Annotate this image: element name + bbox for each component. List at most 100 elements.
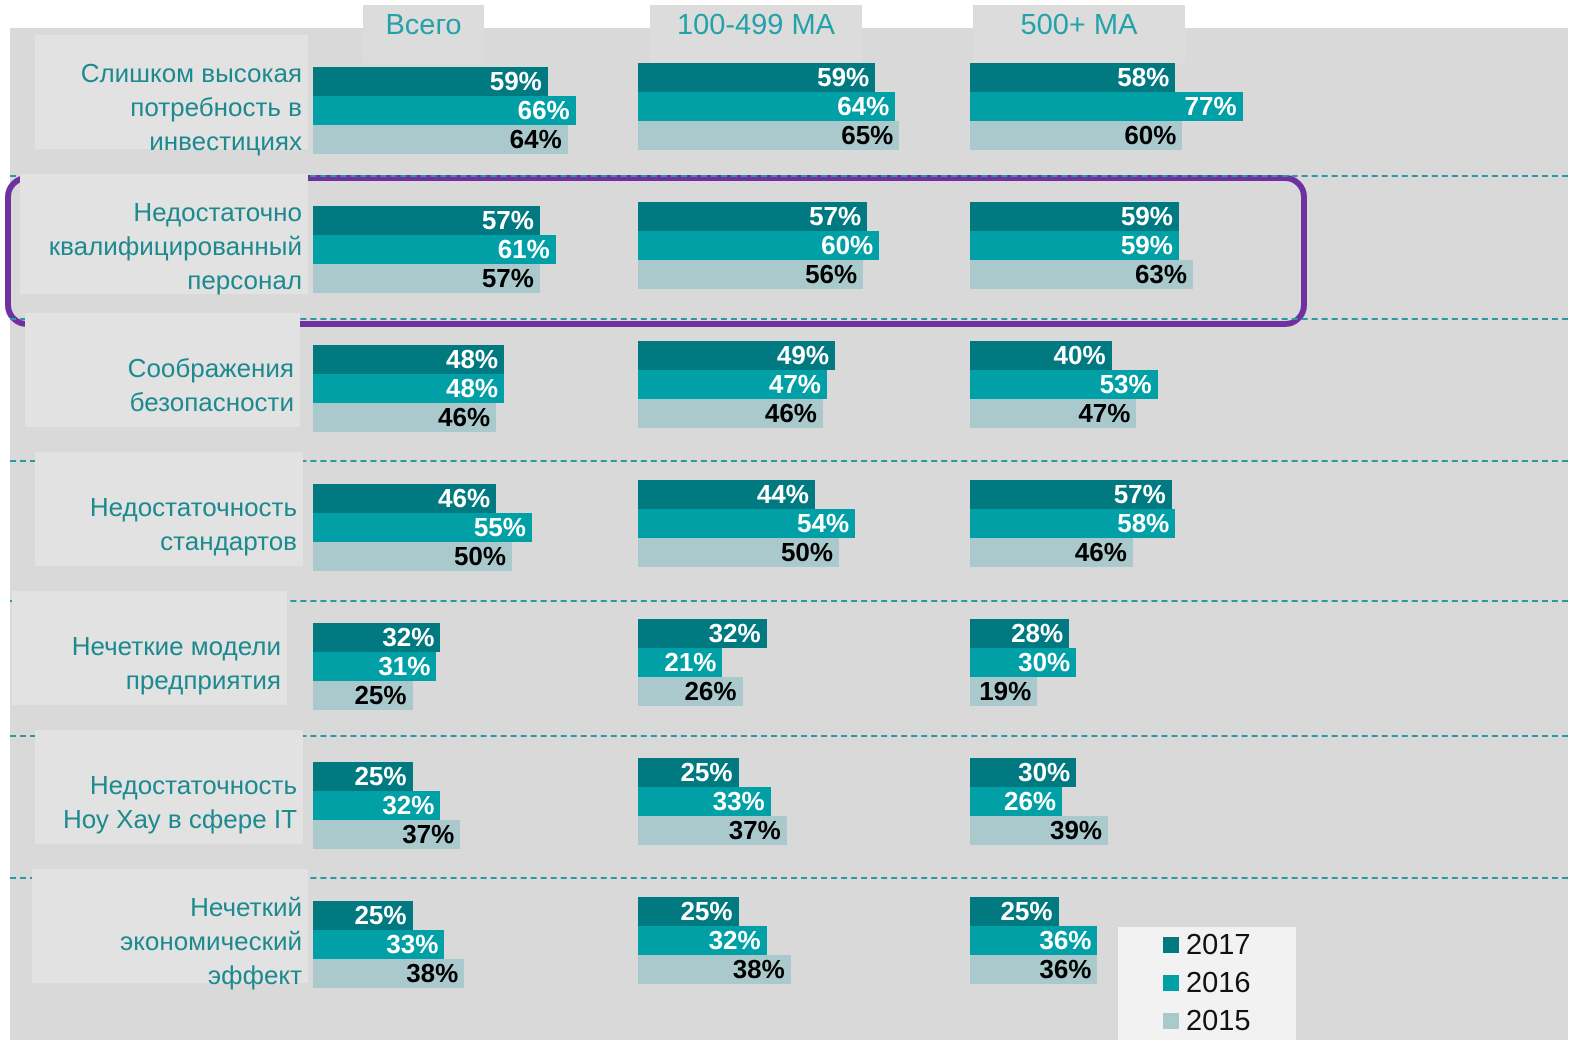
bar: 25%	[313, 681, 413, 710]
value-label: 38%	[406, 958, 459, 988]
value-label: 37%	[728, 815, 781, 845]
value-label: 57%	[481, 205, 534, 235]
bar: 47%	[638, 370, 827, 399]
separator	[10, 175, 1568, 177]
bar: 19%	[970, 677, 1038, 706]
value-label: 59%	[817, 62, 870, 92]
bar: 57%	[638, 201, 868, 231]
bar: 36%	[970, 954, 1098, 984]
bar: 25%	[313, 901, 413, 930]
separator	[10, 735, 1568, 737]
value-label: 48%	[445, 344, 499, 374]
value-label: 21%	[664, 647, 717, 677]
value-label: 46%	[438, 402, 491, 432]
value-label: 26%	[1003, 786, 1057, 816]
bar: 44%	[638, 480, 815, 509]
bar: 21%	[638, 647, 723, 677]
value-label: 64%	[837, 91, 890, 121]
bar: 77%	[970, 92, 1243, 121]
bar: 31%	[313, 651, 437, 681]
bar: 58%	[970, 508, 1176, 538]
legend-swatch	[1163, 1013, 1179, 1029]
value-label: 50%	[780, 537, 833, 567]
category-label: Слишком высокая потребность в инвестиция…	[80, 58, 302, 156]
value-label: 59%	[489, 66, 542, 96]
bar: 48%	[313, 374, 505, 403]
bar: 33%	[638, 787, 771, 816]
bar: 54%	[638, 509, 856, 538]
value-label: 31%	[378, 651, 431, 681]
value-label: 57%	[809, 201, 862, 231]
bar: 61%	[313, 235, 556, 264]
bar: 30%	[970, 648, 1077, 677]
bar: 25%	[638, 758, 739, 787]
value-label: 65%	[841, 120, 894, 150]
separator	[10, 600, 1568, 602]
highlight-frame	[5, 175, 1307, 327]
category-box	[25, 313, 300, 427]
bar: 59%	[638, 62, 876, 92]
value-label: 58%	[1117, 508, 1170, 538]
value-label: 58%	[1117, 62, 1170, 92]
value-label: 56%	[805, 259, 858, 289]
value-label: 25%	[1000, 896, 1053, 926]
value-label: 40%	[1053, 340, 1106, 370]
bar: 26%	[638, 677, 743, 706]
value-label: 25%	[354, 761, 407, 791]
value-label: 49%	[776, 340, 829, 370]
bar: 46%	[313, 484, 497, 513]
value-label: 25%	[354, 680, 407, 710]
bar: 25%	[313, 762, 413, 791]
panel-title: 100-499 МА	[650, 5, 862, 63]
value-label: 59%	[1120, 230, 1173, 260]
bar: 65%	[638, 120, 900, 150]
legend-label: 2016	[1186, 967, 1251, 999]
value-label: 36%	[1039, 925, 1092, 955]
category-label: Недостаточность Ноу Хау в сфере IT	[62, 770, 297, 834]
bar: 57%	[313, 264, 540, 293]
bar: 59%	[970, 202, 1179, 231]
value-label: 47%	[768, 369, 821, 399]
value-label: 77%	[1184, 91, 1237, 121]
value-label: 46%	[764, 398, 817, 428]
bar: 26%	[970, 786, 1063, 816]
value-label: 36%	[1039, 954, 1092, 984]
bar: 63%	[970, 260, 1194, 289]
value-label: 39%	[1050, 815, 1103, 845]
bar: 53%	[970, 370, 1158, 399]
bar: 49%	[638, 341, 835, 370]
bar: 40%	[970, 341, 1112, 370]
bar: 32%	[638, 926, 767, 955]
panel-title: 500+ МА	[973, 5, 1185, 63]
value-label: 61%	[497, 234, 550, 264]
bar: 57%	[970, 480, 1172, 509]
bar: 25%	[638, 897, 739, 926]
value-label: 47%	[1078, 398, 1131, 428]
value-label: 33%	[712, 786, 765, 816]
bar: 50%	[313, 542, 512, 571]
value-label: 44%	[756, 479, 809, 509]
bar: 46%	[638, 399, 823, 428]
value-label: 32%	[382, 622, 435, 652]
bar: 48%	[313, 344, 505, 374]
value-label: 66%	[517, 95, 570, 125]
value-label: 32%	[708, 618, 761, 648]
legend-box	[1118, 927, 1296, 1040]
category-box	[12, 591, 287, 705]
value-label: 50%	[453, 541, 506, 571]
value-label: 26%	[684, 676, 737, 706]
separator	[10, 318, 1568, 320]
bar: 57%	[313, 206, 540, 235]
separator	[10, 877, 1568, 879]
value-label: 38%	[732, 954, 785, 984]
value-label: 57%	[481, 263, 534, 293]
value-label: 37%	[402, 819, 455, 849]
legend-swatch	[1163, 937, 1179, 953]
category-label: Соображения безопасности	[127, 353, 294, 417]
bar: 46%	[970, 538, 1133, 567]
bar: 46%	[313, 402, 497, 432]
category-box	[20, 174, 308, 294]
bar: 56%	[638, 259, 864, 289]
bar: 38%	[638, 955, 791, 984]
bar: 47%	[970, 398, 1137, 428]
